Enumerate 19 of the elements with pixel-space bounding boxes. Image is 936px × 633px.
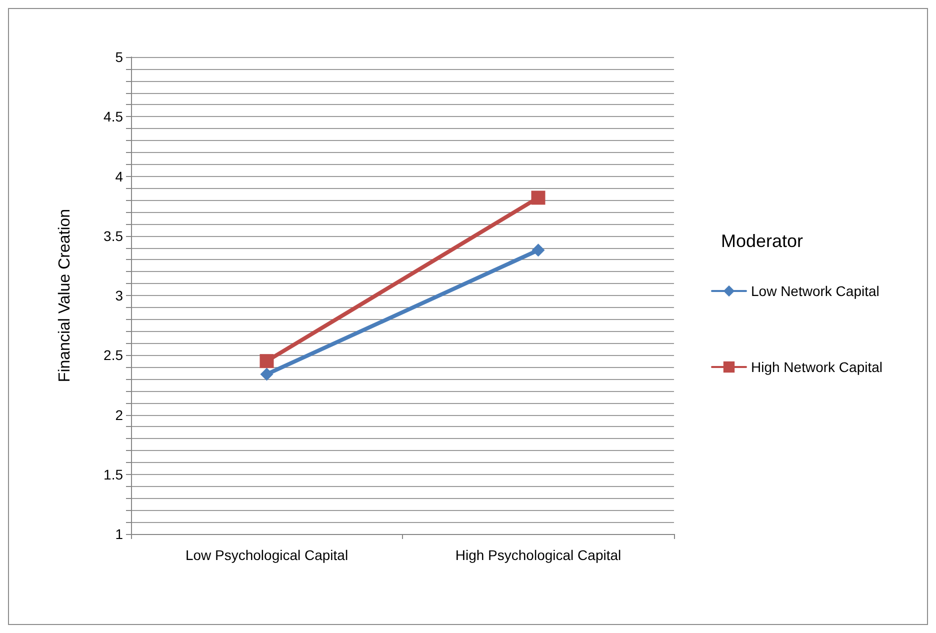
y-tick-label: 3.5	[104, 228, 124, 244]
y-tick-label: 1.5	[104, 466, 124, 482]
point	[260, 354, 274, 368]
x-tick-label: High Psychological Capital	[455, 547, 622, 563]
y-tick-label: 1	[115, 526, 124, 542]
point	[531, 190, 546, 205]
y-tick-label: 5	[115, 49, 124, 65]
y-tick-label: 4.5	[104, 108, 124, 125]
y-tick-label: 2	[115, 406, 124, 423]
point	[260, 368, 274, 381]
legend-label: Low Network Capital	[751, 283, 880, 299]
y-tick-label: 3	[115, 288, 124, 304]
y-axis-title: Financial Value Creation	[56, 208, 74, 382]
legend-title: Moderator	[721, 231, 804, 251]
y-tick-label: 4	[115, 168, 124, 184]
x-tick-label: Low Psychological Capital	[185, 547, 348, 563]
legend-label: High Network Capital	[751, 359, 882, 375]
y-tick-label: 2.5	[104, 347, 124, 364]
point	[532, 244, 545, 257]
